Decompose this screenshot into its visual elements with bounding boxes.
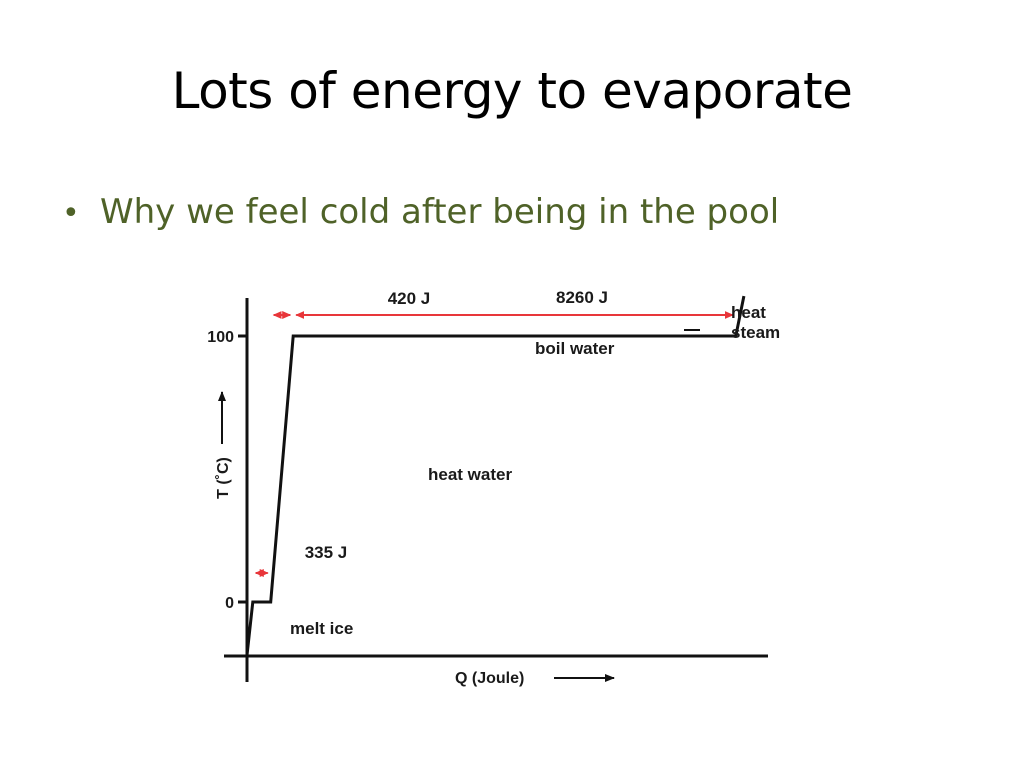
phase-label-boil-water: boil water <box>535 339 615 358</box>
energy-label-melt: 335 J <box>305 543 348 562</box>
slide-title: Lots of energy to evaporate <box>171 62 853 120</box>
phase-label-heat-steam-line1: heat <box>731 303 766 322</box>
bullet-item: • Why we feel cold after being in the po… <box>62 192 779 232</box>
y-tick-label-0: 0 <box>225 595 234 612</box>
phase-label-heat-steam-line2: steam <box>731 323 780 342</box>
phase-label-melt-ice: melt ice <box>290 619 353 638</box>
energy-label-boil: 8260 J <box>556 288 608 307</box>
phase-label-heat-water: heat water <box>428 465 512 484</box>
energy-label-heat-water: 420 J <box>388 289 431 308</box>
bullet-dot: • <box>62 196 80 231</box>
heating-curve-line <box>245 295 746 656</box>
y-tick-label-100: 100 <box>207 329 234 346</box>
y-axis-label: T (˚C) <box>215 457 232 499</box>
x-axis-label: Q (Joule) <box>455 670 524 687</box>
energy-arrows <box>254 311 734 577</box>
bullet-text: Why we feel cold after being in the pool <box>100 192 780 232</box>
